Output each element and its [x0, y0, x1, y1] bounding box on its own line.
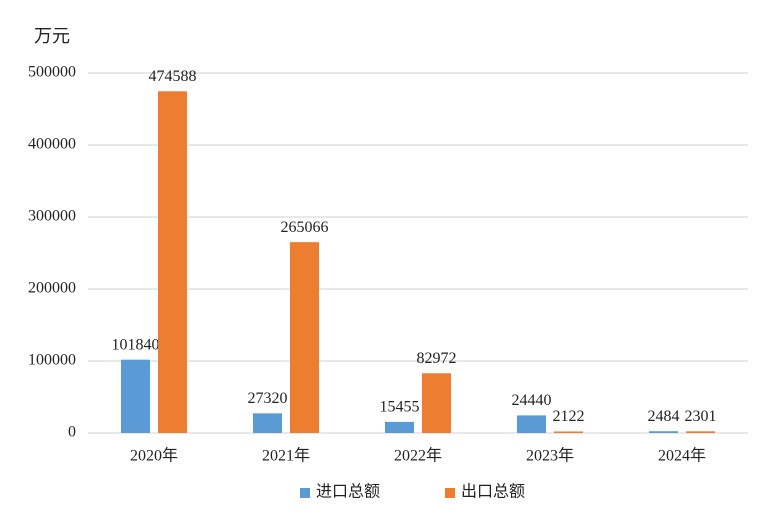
- bar: [422, 373, 451, 433]
- data-label: 474588: [149, 68, 197, 85]
- bar: [649, 431, 678, 433]
- data-label: 24440: [512, 392, 552, 409]
- bar: [290, 242, 319, 433]
- bar: [253, 413, 282, 433]
- data-label: 2301: [685, 408, 717, 425]
- legend-swatch: [445, 488, 455, 498]
- data-label: 265066: [281, 219, 329, 236]
- x-tick-label: 2024年: [658, 447, 706, 465]
- y-tick-label: 500000: [28, 64, 76, 81]
- data-label: 27320: [248, 390, 288, 407]
- y-tick-label: 400000: [28, 136, 76, 153]
- bar: [686, 431, 715, 433]
- x-tick-label: 2022年: [394, 447, 442, 465]
- legend-label: 出口总额: [461, 483, 525, 501]
- bar: [517, 415, 546, 433]
- bar: [158, 91, 187, 434]
- x-tick-label: 2020年: [130, 447, 178, 465]
- x-tick-label: 2021年: [262, 447, 310, 465]
- y-tick-label: 200000: [28, 280, 76, 297]
- data-label: 82972: [417, 350, 457, 367]
- y-tick-label: 300000: [28, 208, 76, 225]
- data-label: 15455: [380, 399, 420, 416]
- bar: [121, 359, 150, 433]
- bar: [554, 431, 583, 433]
- data-label: 2122: [553, 408, 585, 425]
- legend-swatch: [300, 488, 310, 498]
- y-tick-label: 0: [68, 424, 76, 441]
- y-axis-title: 万元: [34, 26, 70, 46]
- data-label: 2484: [648, 408, 680, 425]
- data-label: 101840: [112, 336, 160, 353]
- bar: [385, 421, 414, 433]
- y-tick-label: 100000: [28, 352, 76, 369]
- x-tick-label: 2023年: [526, 447, 574, 465]
- legend-label: 进口总额: [316, 483, 380, 501]
